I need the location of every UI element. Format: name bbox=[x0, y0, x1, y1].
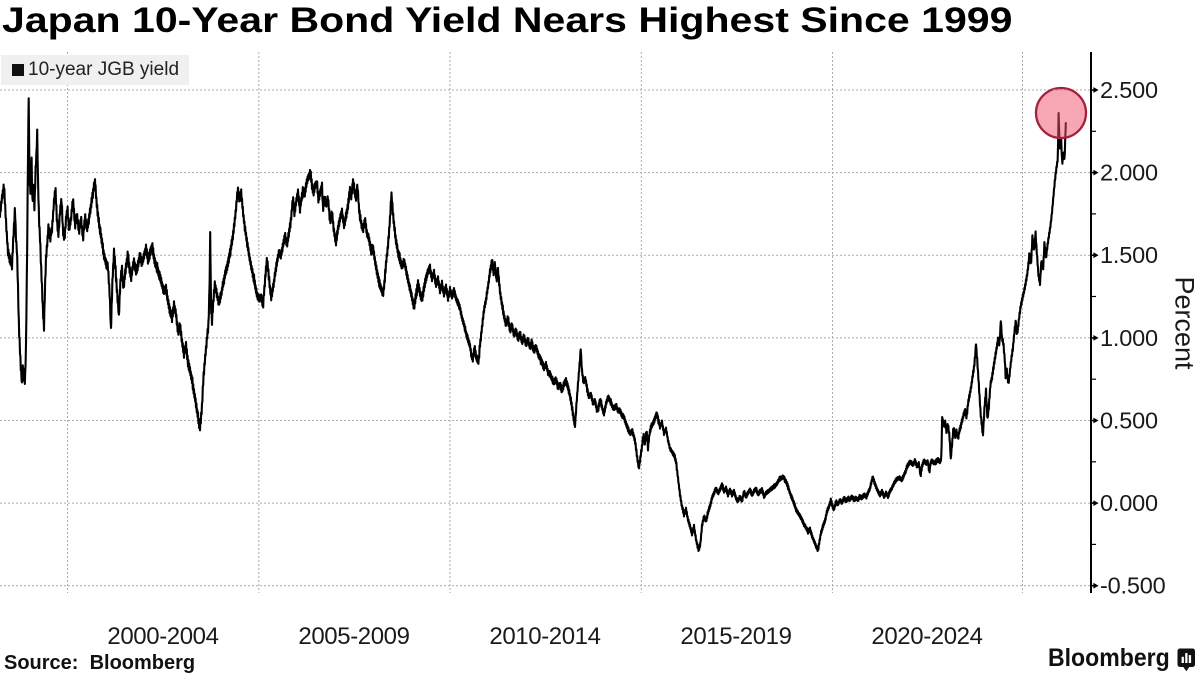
svg-text:0.500: 0.500 bbox=[1100, 408, 1158, 434]
svg-text:1.500: 1.500 bbox=[1100, 242, 1158, 268]
svg-text:-0.500: -0.500 bbox=[1100, 573, 1166, 599]
svg-text:2.500: 2.500 bbox=[1100, 77, 1158, 103]
svg-text:1.000: 1.000 bbox=[1100, 325, 1158, 351]
svg-text:2.000: 2.000 bbox=[1100, 160, 1158, 186]
svg-text:0.000: 0.000 bbox=[1100, 490, 1158, 516]
